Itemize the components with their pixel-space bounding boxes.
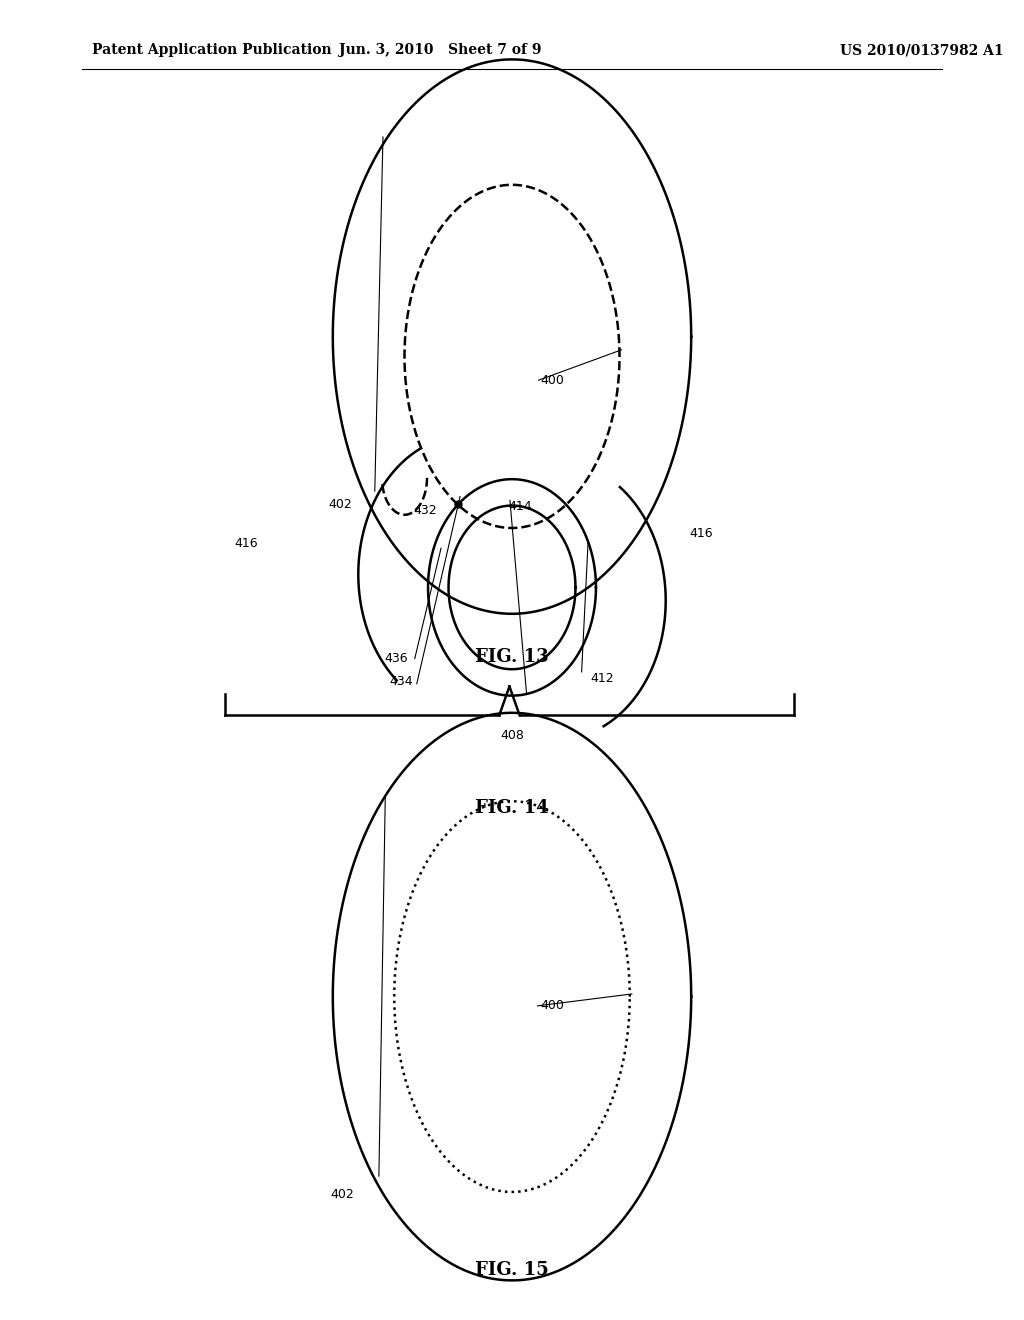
Text: FIG. 14: FIG. 14 bbox=[475, 799, 549, 817]
Text: 412: 412 bbox=[590, 672, 614, 685]
Text: 400: 400 bbox=[541, 374, 564, 387]
Text: Patent Application Publication: Patent Application Publication bbox=[92, 44, 332, 57]
Text: 416: 416 bbox=[233, 537, 258, 550]
Text: FIG. 13: FIG. 13 bbox=[475, 648, 549, 667]
Text: US 2010/0137982 A1: US 2010/0137982 A1 bbox=[840, 44, 1004, 57]
Text: 434: 434 bbox=[389, 675, 414, 688]
Text: 432: 432 bbox=[413, 504, 437, 517]
Text: 402: 402 bbox=[328, 498, 352, 511]
Text: 436: 436 bbox=[384, 652, 409, 665]
Text: 414: 414 bbox=[508, 500, 532, 513]
Text: 402: 402 bbox=[330, 1188, 354, 1201]
Text: Jun. 3, 2010   Sheet 7 of 9: Jun. 3, 2010 Sheet 7 of 9 bbox=[339, 44, 542, 57]
Text: 408: 408 bbox=[500, 729, 524, 742]
Text: 400: 400 bbox=[541, 999, 564, 1012]
Text: 416: 416 bbox=[689, 527, 714, 540]
Text: FIG. 15: FIG. 15 bbox=[475, 1261, 549, 1279]
